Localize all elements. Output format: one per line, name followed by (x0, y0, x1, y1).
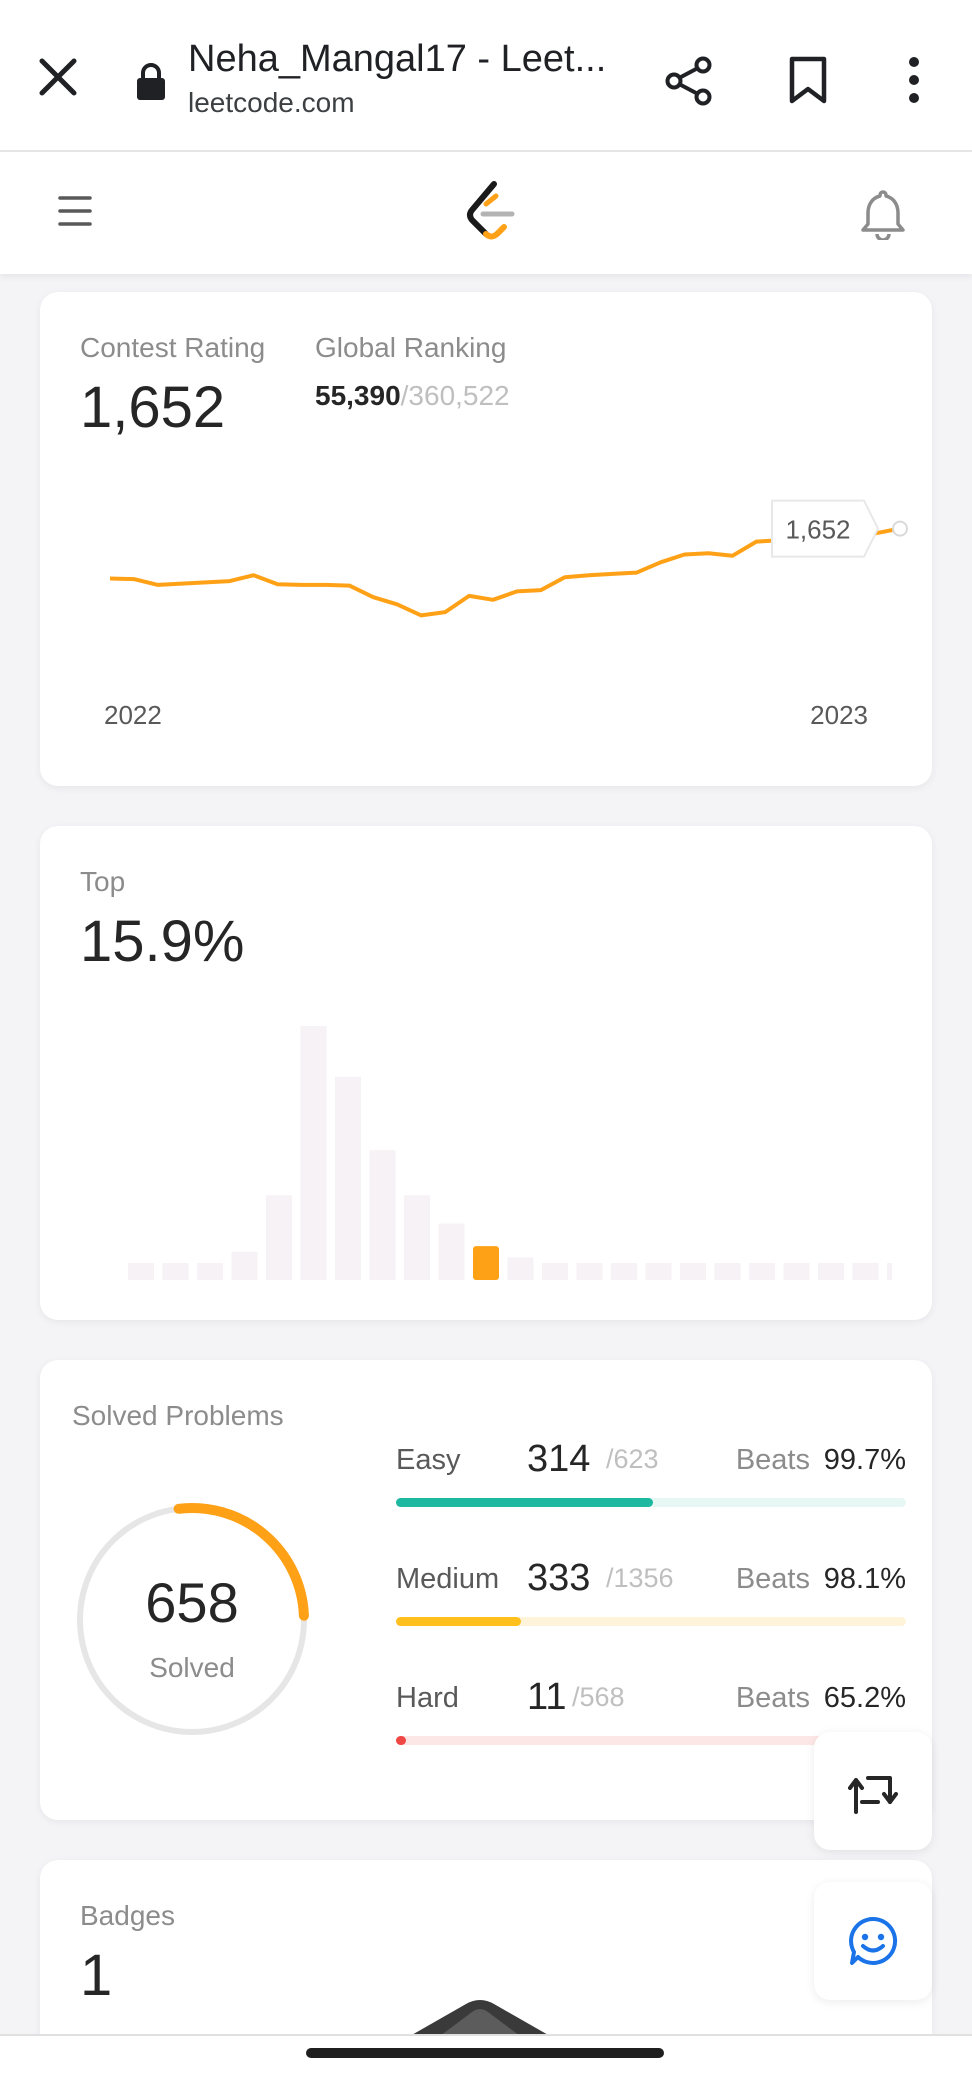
rating-tooltip: 1,652 (771, 499, 880, 558)
difficulty-name: Hard (396, 1682, 459, 1714)
page-title: Neha_Mangal17 - Leet... (188, 38, 607, 80)
histogram-bar (128, 1263, 154, 1280)
share-icon[interactable] (664, 56, 714, 106)
progress-track (396, 1736, 906, 1745)
progress-fill (396, 1736, 406, 1745)
histogram-bar (266, 1195, 292, 1280)
histogram-bar (611, 1263, 637, 1280)
histogram-bar (852, 1263, 879, 1280)
rating-series-line (109, 526, 901, 618)
histogram-bar (335, 1076, 361, 1280)
beats-label: Beats (735, 1682, 810, 1714)
rating-tooltip-value: 1,652 (785, 515, 850, 545)
histogram-bar (887, 1263, 892, 1280)
year-start-label: 2022 (104, 700, 162, 730)
contest-rating-card: Contest Rating 1,652 Global Ranking 55,3… (40, 292, 932, 786)
histogram-bar (369, 1150, 396, 1280)
solved-problems-card: Solved Problems 658 Solved Easy 314 /623… (40, 1360, 932, 1820)
switch-icon (848, 1776, 898, 1814)
difficulty-row-hard: Hard 11 /568 Beats 65.2% (396, 1676, 906, 1756)
rating-distribution-histogram (128, 1026, 892, 1280)
rating-point-latest[interactable] (892, 520, 908, 537)
histogram-bar (197, 1263, 223, 1280)
rating-line-chart[interactable]: 1,652 (100, 487, 930, 637)
histogram-bar (749, 1263, 775, 1280)
difficulty-total: /623 (606, 1444, 659, 1474)
histogram-bar (438, 1223, 465, 1280)
histogram-bar (542, 1263, 568, 1280)
histogram-bar (645, 1263, 672, 1280)
menu-icon[interactable] (58, 194, 92, 228)
global-ranking-value: 55,390/360,522 (315, 380, 510, 412)
beats-label: Beats (735, 1563, 810, 1595)
solved-problems-label: Solved Problems (72, 1400, 284, 1431)
top-value: 15.9% (80, 909, 245, 974)
progress-fill (396, 1498, 654, 1507)
global-ranking-label: Global Ranking (315, 332, 507, 363)
switch-view-button[interactable] (814, 1732, 932, 1850)
difficulty-solved: 11 (527, 1676, 567, 1718)
difficulty-name: Easy (396, 1444, 461, 1476)
year-end-label: 2023 (810, 700, 868, 730)
ring-progress-arc (173, 1503, 309, 1621)
beats-label: Beats (735, 1444, 810, 1476)
leetcode-logo-icon[interactable] (462, 180, 518, 242)
solved-count: 658 (145, 1571, 239, 1634)
histogram-bar (783, 1263, 810, 1280)
address-bar[interactable]: Neha_Mangal17 - Leet... leetcode.com (188, 38, 606, 119)
more-options-icon[interactable] (902, 56, 926, 104)
beats-value: 98.1% (823, 1563, 906, 1595)
url-text: leetcode.com (188, 87, 355, 118)
home-indicator[interactable] (306, 2048, 664, 2058)
notification-bell-icon[interactable] (858, 188, 908, 240)
histogram-bar (231, 1251, 258, 1280)
histogram-bar (576, 1263, 603, 1280)
beats-value: 65.2% (823, 1682, 906, 1714)
difficulty-solved: 314 (527, 1438, 591, 1480)
progress-track (396, 1498, 906, 1507)
histogram-bar (714, 1263, 741, 1280)
app-header (0, 152, 972, 274)
difficulty-name: Medium (396, 1563, 500, 1595)
histogram-bar (404, 1195, 430, 1280)
close-icon[interactable] (36, 55, 80, 99)
browser-toolbar: Neha_Mangal17 - Leet... leetcode.com (0, 0, 972, 152)
difficulty-total: /1356 (606, 1563, 674, 1593)
contest-rating-value: 1,652 (80, 375, 226, 440)
progress-fill (396, 1617, 522, 1626)
global-rank: 55,390 (315, 380, 401, 411)
top-percentile-card: Top 15.9% (40, 826, 932, 1320)
badges-count: 1 (80, 1943, 113, 2008)
histogram-bar (680, 1263, 706, 1280)
beats-value: 99.7% (823, 1444, 906, 1476)
progress-track (396, 1617, 906, 1626)
system-navigation-bar (0, 2034, 972, 2079)
global-rank-total: /360,522 (400, 380, 510, 411)
chat-button[interactable] (814, 1882, 932, 2000)
histogram-bar (300, 1026, 327, 1280)
bookmark-icon[interactable] (788, 56, 828, 104)
difficulty-total: /568 (572, 1682, 625, 1712)
badges-label: Badges (80, 1900, 175, 1931)
difficulty-row-easy: Easy 314 /623 Beats 99.7% (396, 1438, 906, 1518)
smiley-chat-icon (849, 1916, 898, 1965)
top-label: Top (80, 866, 126, 897)
histogram-bar (507, 1257, 534, 1280)
solved-progress-ring (77, 1503, 309, 1735)
histogram-bar (162, 1263, 189, 1280)
badge-icon[interactable] (410, 1998, 550, 2038)
contest-rating-label: Contest Rating (80, 332, 266, 363)
solved-sub-label: Solved (149, 1652, 235, 1683)
histogram-bar (818, 1263, 844, 1280)
difficulty-row-medium: Medium 333 /1356 Beats 98.1% (396, 1557, 906, 1637)
difficulty-solved: 333 (527, 1557, 591, 1599)
histogram-bar-current (473, 1246, 499, 1280)
lock-icon (137, 63, 165, 100)
